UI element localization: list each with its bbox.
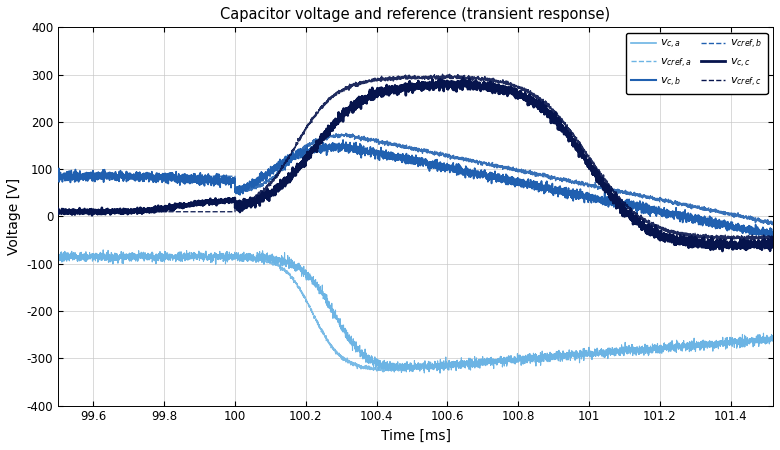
Y-axis label: Voltage [V]: Voltage [V] [7, 178, 21, 255]
Title: Capacitor voltage and reference (transient response): Capacitor voltage and reference (transie… [221, 7, 611, 22]
Legend: $v_{c,a}$, $v_{cref,a}$, $v_{c,b}$, $v_{cref,b}$, $v_{c,c}$, $v_{cref,c}$: $v_{c,a}$, $v_{cref,a}$, $v_{c,b}$, $v_{… [626, 33, 768, 94]
X-axis label: Time [ms]: Time [ms] [381, 429, 451, 443]
